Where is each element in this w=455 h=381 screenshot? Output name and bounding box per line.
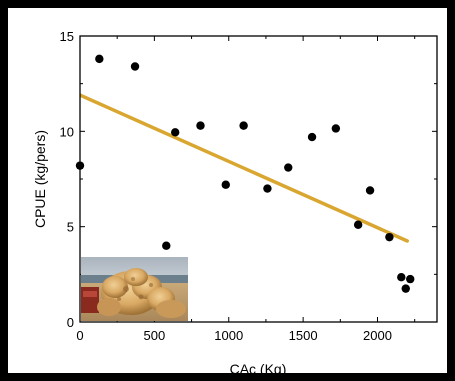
x-tick-label: 1500 xyxy=(289,328,318,343)
data-point xyxy=(95,54,104,64)
y-tick-label: 15 xyxy=(60,29,74,44)
data-point xyxy=(171,128,180,137)
data-point xyxy=(331,124,341,133)
data-point xyxy=(196,121,205,130)
x-axis-label: CAc (Kg) xyxy=(230,361,287,377)
y-tick-label: 0 xyxy=(67,315,74,330)
x-tick-label: 1000 xyxy=(214,328,243,343)
data-point xyxy=(353,220,363,229)
data-point xyxy=(406,274,415,284)
x-tick-label: 2000 xyxy=(363,328,392,343)
data-point xyxy=(162,241,171,250)
data-point xyxy=(365,186,375,195)
data-point xyxy=(130,62,140,71)
data-point xyxy=(263,184,272,193)
trend-line xyxy=(80,93,409,243)
x-tick-label: 0 xyxy=(76,328,83,343)
data-point xyxy=(401,284,410,293)
data-point xyxy=(239,121,248,130)
y-tick-label: 5 xyxy=(67,220,74,235)
y-tick-label: 10 xyxy=(60,124,74,139)
x-tick-label: 500 xyxy=(144,328,166,343)
data-point xyxy=(307,132,317,142)
data-point xyxy=(221,180,230,189)
data-point xyxy=(385,232,394,242)
data-point xyxy=(397,272,406,282)
sponge-photo-inset xyxy=(81,257,188,321)
data-point xyxy=(284,163,293,172)
y-axis-label: CPUE (kg/pers) xyxy=(32,130,48,228)
